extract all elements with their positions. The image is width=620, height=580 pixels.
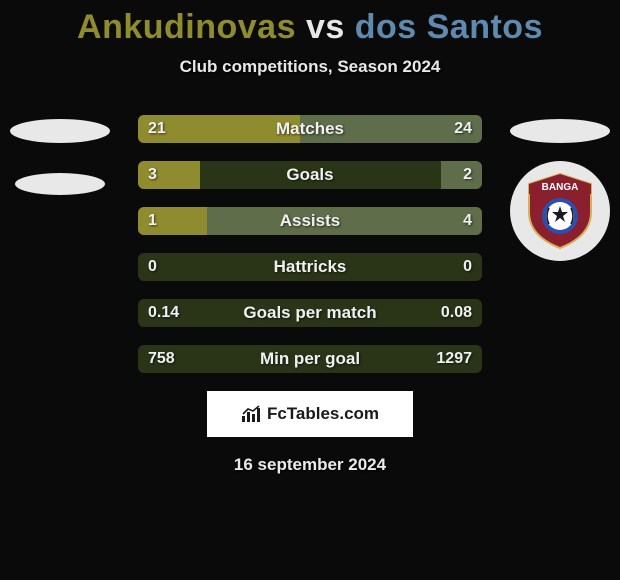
avatar-placeholder-shape	[510, 119, 610, 143]
avatar-placeholder-shape	[10, 119, 110, 143]
comparison-bars: 2124Matches 32Goals 14Assists 00Hattricks 0.…	[138, 115, 482, 373]
stat-row: 7581297Min per goal	[138, 345, 482, 373]
stat-label: Matches	[138, 115, 482, 143]
stat-label: Goals	[138, 161, 482, 189]
player1-name: Ankudinovas	[77, 8, 296, 46]
brand-chart-icon	[241, 404, 263, 424]
stat-label: Hattricks	[138, 253, 482, 281]
club-shield-icon: BANGA	[525, 172, 595, 250]
subtitle: Club competitions, Season 2024	[0, 57, 620, 77]
page-title: Ankudinovas vs dos Santos	[0, 0, 620, 47]
brand-text: FcTables.com	[267, 404, 379, 424]
stat-label: Assists	[138, 207, 482, 235]
player2-avatar: BANGA	[510, 107, 610, 207]
brand-badge: FcTables.com	[207, 391, 413, 437]
player2-name: dos Santos	[355, 8, 543, 46]
club-logo: BANGA	[510, 161, 610, 261]
stat-row: 14Assists	[138, 207, 482, 235]
stat-label: Goals per match	[138, 299, 482, 327]
date-text: 16 september 2024	[0, 455, 620, 475]
comparison-infographic: Ankudinovas vs dos Santos Club competiti…	[0, 0, 620, 475]
stat-row: 00Hattricks	[138, 253, 482, 281]
stat-row: 32Goals	[138, 161, 482, 189]
stat-row: 2124Matches	[138, 115, 482, 143]
vs-text: vs	[306, 8, 345, 46]
avatar-placeholder-shape	[15, 173, 105, 195]
stat-row: 0.140.08Goals per match	[138, 299, 482, 327]
stat-label: Min per goal	[138, 345, 482, 373]
player1-avatar	[10, 107, 110, 207]
stats-area: BANGA 2124Matches 32Goals 14Assists 00Hattr…	[0, 115, 620, 373]
svg-text:BANGA: BANGA	[542, 182, 579, 193]
